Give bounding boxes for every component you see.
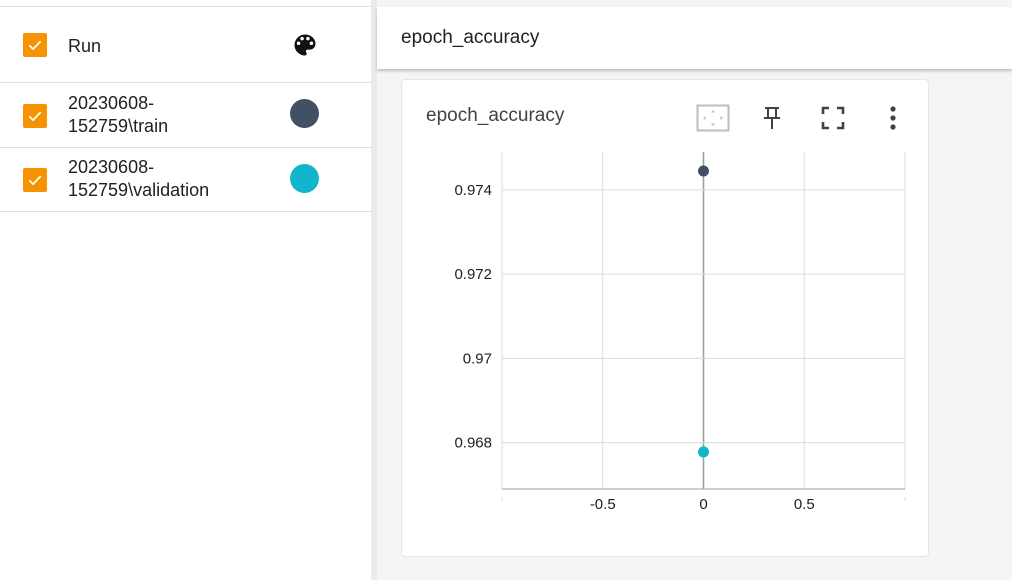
divider [0,6,371,7]
select-all-checkbox[interactable] [23,33,47,57]
run-label-validation: 20230608- 152759\validation [68,156,209,202]
runs-panel: Run 20230608- 152759\train 20230608- 152… [0,0,371,580]
fit-domain-icon [696,104,730,132]
run-column-header: Run [68,36,102,56]
run-checkbox-validation[interactable] [23,168,47,192]
y-tick-label: 0.97 [463,350,492,367]
y-tick-label: 0.974 [454,182,492,199]
more-vert-icon [890,106,896,130]
y-tick-label: 0.968 [454,435,492,452]
check-icon [28,175,42,186]
run-label-line: 152759\validation [68,180,210,200]
panel-resize-handle[interactable] [371,0,377,580]
pin-icon [764,107,780,129]
run-label-line: 152759\train [68,116,169,136]
run-row-validation[interactable]: 20230608- 152759\validation [0,148,371,212]
runs-header-row: Run [0,7,371,83]
fullscreen-button[interactable] [815,100,851,136]
data-point-validation [698,446,709,458]
group-title: epoch_accuracy [401,27,540,48]
x-tick-label: 0 [699,496,707,513]
run-label-train: 20230608- 152759\train [68,92,168,138]
run-color-swatch-validation[interactable] [290,164,319,193]
x-tick-label: 0.5 [794,496,815,513]
check-icon [28,40,42,51]
fit-domain-button[interactable] [695,100,731,136]
run-row-train[interactable]: 20230608- 152759\train [0,83,371,148]
scalar-card: epoch_accuracy 0.968 0.97 0.972 0.974 -0.5 0 0… [401,79,929,557]
scalar-group-header[interactable]: epoch_accuracy [377,7,1012,69]
line-chart[interactable]: 0.968 0.97 0.972 0.974 -0.5 0 0.5 [402,80,928,556]
run-label-line: 20230608- [68,93,155,113]
x-tick-label: -0.5 [590,496,616,513]
run-label-line: 20230608- [68,157,155,177]
pin-button[interactable] [754,100,790,136]
card-title: epoch_accuracy [426,105,565,126]
palette-icon[interactable] [291,31,319,59]
fullscreen-icon [821,106,845,130]
run-color-swatch-train[interactable] [290,99,319,128]
check-icon [28,111,42,122]
data-point-train [698,165,709,177]
more-options-button[interactable] [875,100,911,136]
run-checkbox-train[interactable] [23,104,47,128]
y-tick-label: 0.972 [454,266,492,283]
